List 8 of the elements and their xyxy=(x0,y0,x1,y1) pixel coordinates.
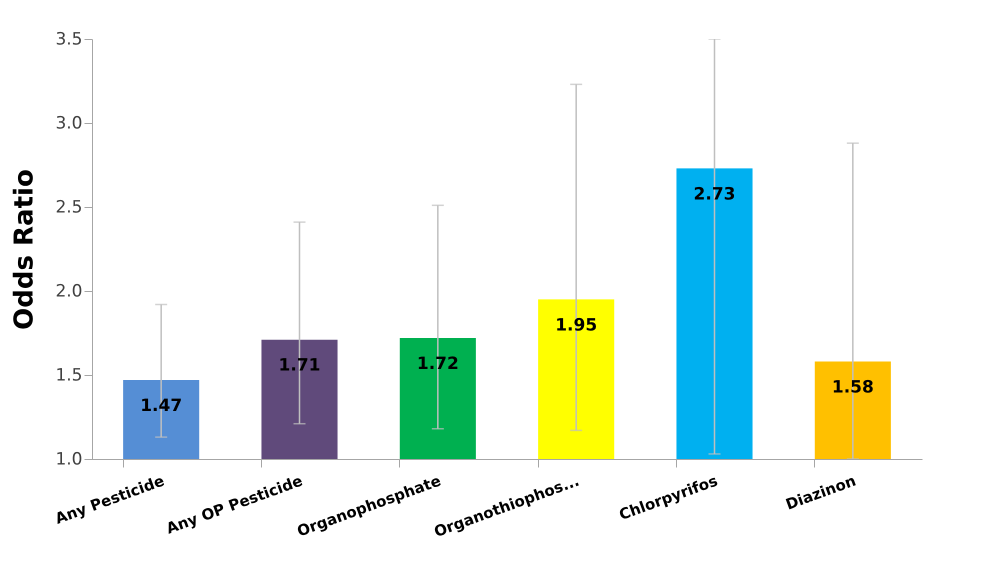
data-label: 1.47 xyxy=(140,396,182,416)
y-tick-label: 3.5 xyxy=(55,30,82,50)
y-tick-label: 2.0 xyxy=(55,282,82,302)
y-tick-label: 1.0 xyxy=(55,450,82,470)
y-tick-label: 3.0 xyxy=(55,114,82,134)
y-axis-title: Odds Ratio xyxy=(9,169,40,330)
y-tick-label: 1.5 xyxy=(55,366,82,386)
y-tick-label: 2.5 xyxy=(55,198,82,218)
